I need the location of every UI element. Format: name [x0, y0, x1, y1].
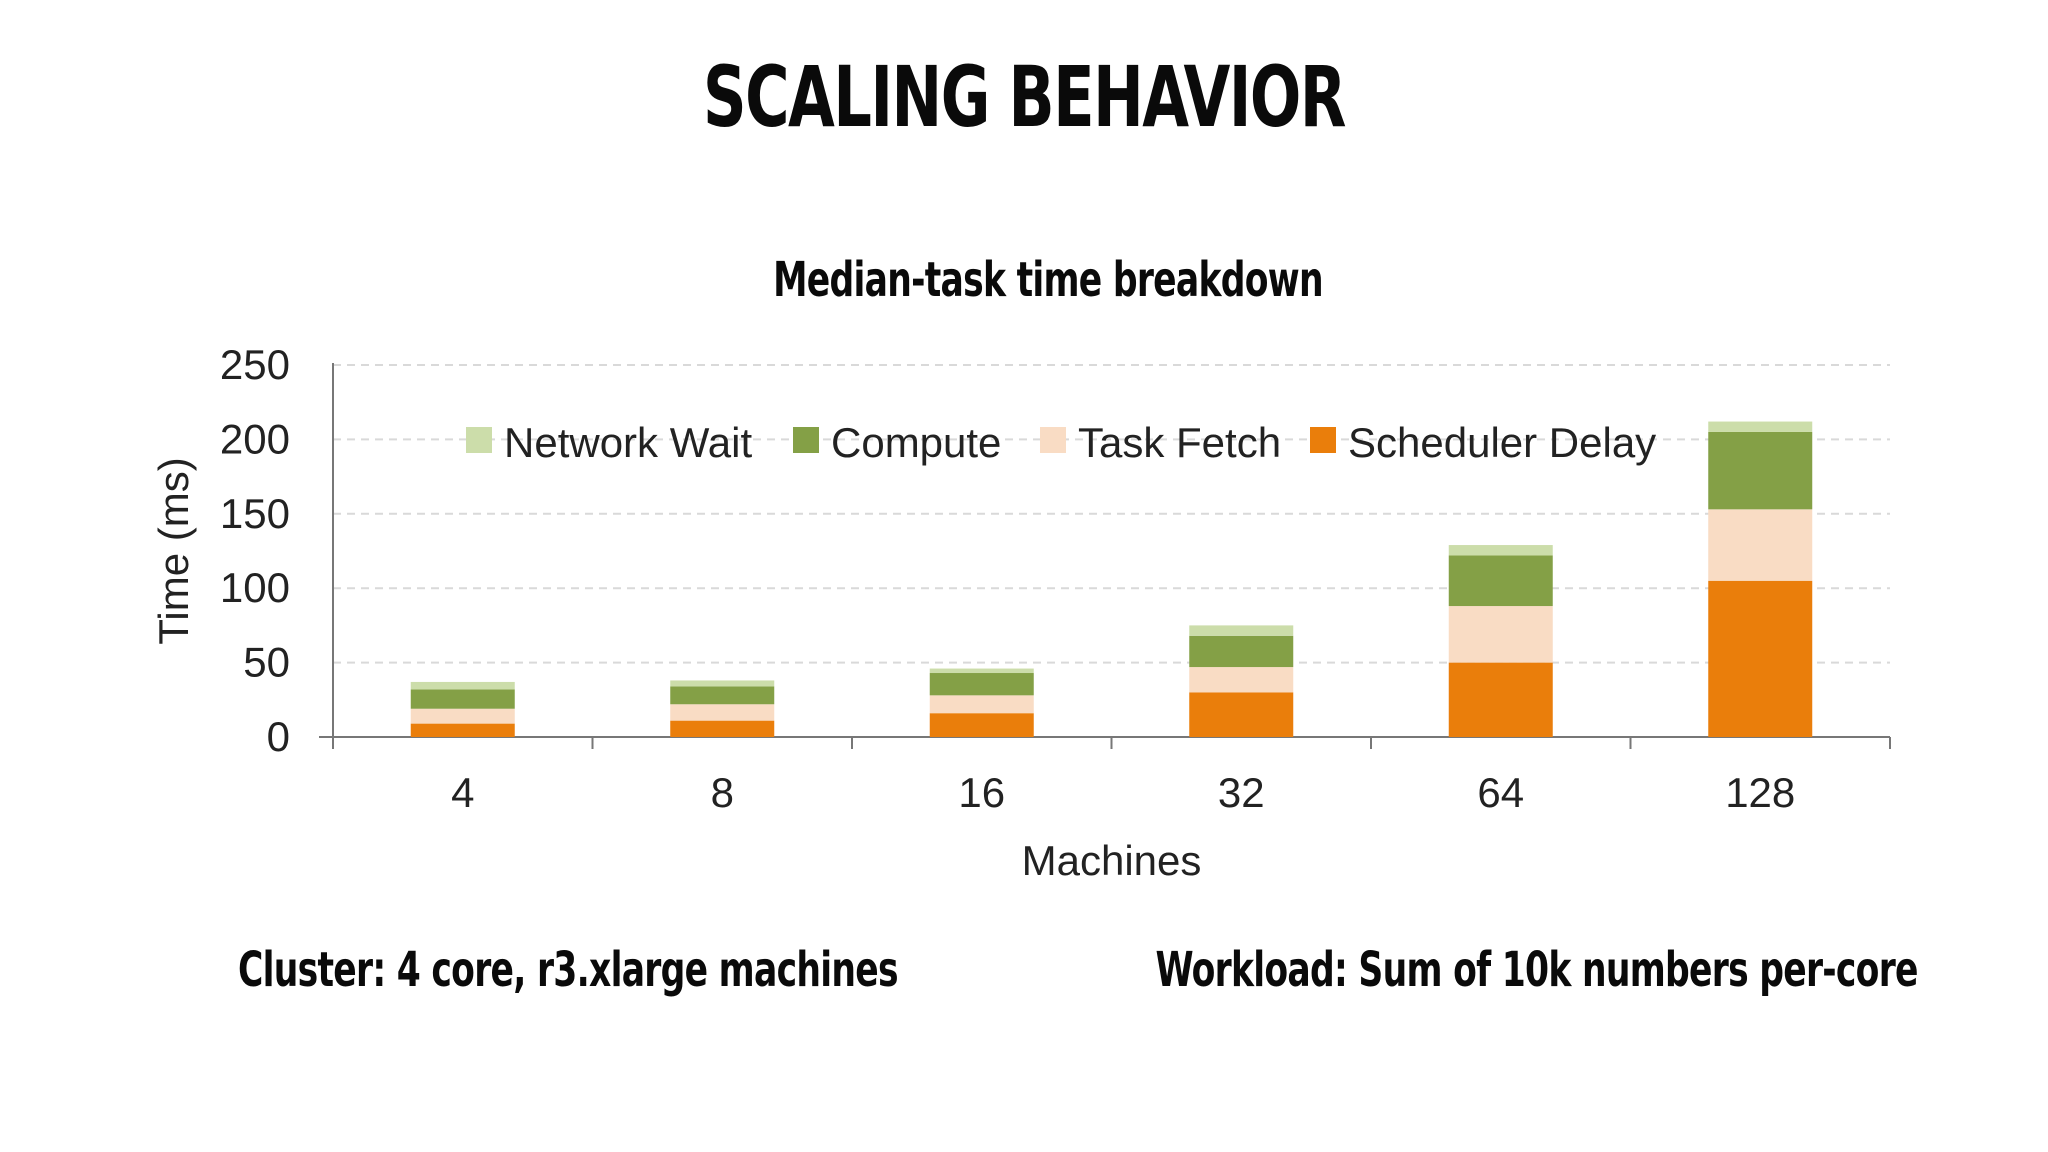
bar-network-wait — [670, 680, 775, 687]
bar-network-wait — [929, 668, 1034, 674]
bar-task-fetch — [1708, 509, 1813, 581]
bar-task-fetch — [410, 708, 515, 724]
legend-swatch — [1040, 427, 1066, 453]
bar-scheduler-delay — [670, 720, 775, 737]
bar-task-fetch — [1189, 667, 1294, 693]
bar-task-fetch — [670, 704, 775, 721]
bar-scheduler-delay — [1448, 662, 1553, 737]
y-tick-label: 100 — [220, 564, 290, 611]
x-axis-label: Machines — [1022, 837, 1202, 884]
legend-label: Scheduler Delay — [1348, 419, 1656, 466]
y-tick-label: 200 — [220, 415, 290, 462]
bar-compute — [1189, 635, 1294, 668]
x-tick-label: 16 — [958, 769, 1005, 816]
bar-compute — [410, 689, 515, 709]
legend-label: Task Fetch — [1078, 419, 1281, 466]
y-tick-label: 0 — [267, 713, 290, 760]
bar-scheduler-delay — [1189, 692, 1294, 737]
bar-compute — [929, 673, 1034, 696]
bar-compute — [1448, 555, 1553, 607]
legend-swatch — [466, 427, 492, 453]
bar-network-wait — [1189, 625, 1294, 636]
bar-network-wait — [1708, 421, 1813, 432]
y-tick-label: 50 — [243, 639, 290, 686]
y-axis-label: Time (ms) — [150, 457, 197, 644]
workload-caption: Workload: Sum of 10k numbers per-core — [1155, 942, 1919, 998]
x-tick-label: 8 — [711, 769, 734, 816]
x-tick-label: 128 — [1725, 769, 1795, 816]
bar-task-fetch — [1448, 606, 1553, 663]
bar-compute — [1708, 431, 1813, 510]
bar-scheduler-delay — [929, 713, 1034, 737]
x-tick-label: 4 — [451, 769, 474, 816]
legend-swatch — [793, 427, 819, 453]
bar-scheduler-delay — [410, 723, 515, 737]
cluster-caption: Cluster: 4 core, r3.xlarge machines — [238, 942, 899, 998]
y-tick-label: 150 — [220, 490, 290, 537]
bar-scheduler-delay — [1708, 580, 1813, 737]
x-tick-label: 64 — [1477, 769, 1524, 816]
bar-network-wait — [410, 681, 515, 690]
legend-label: Network Wait — [504, 419, 752, 466]
slide-title: SCALING BEHAVIOR — [702, 48, 1347, 146]
bar-task-fetch — [929, 695, 1034, 714]
legend-swatch — [1310, 427, 1336, 453]
bar-compute — [670, 686, 775, 705]
chart-title: Median-task time breakdown — [773, 252, 1324, 308]
x-tick-label: 32 — [1218, 769, 1265, 816]
y-tick-label: 250 — [220, 341, 290, 388]
legend-label: Compute — [831, 419, 1001, 466]
bar-network-wait — [1448, 545, 1553, 556]
